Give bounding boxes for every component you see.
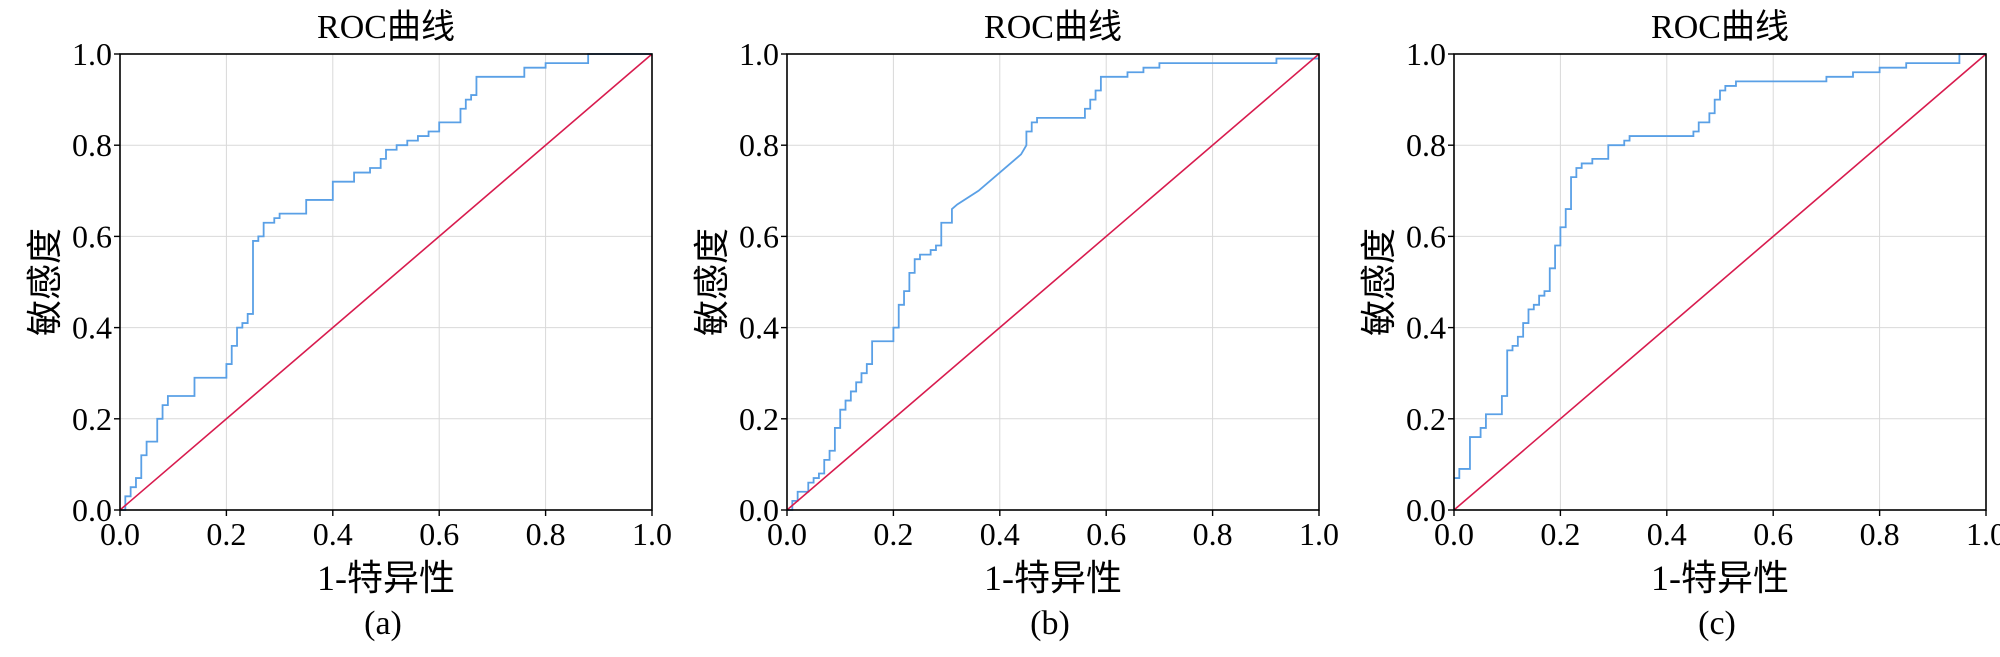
x-tick-label: 0.4 bbox=[980, 516, 1020, 552]
roc-curve-line bbox=[787, 57, 1319, 511]
y-tick-label: 0.4 bbox=[739, 310, 779, 346]
y-axis-label: 敏感度 bbox=[1359, 228, 1399, 336]
x-tick-label: 0.0 bbox=[767, 516, 807, 552]
x-tick-label: 0.0 bbox=[1434, 516, 1474, 552]
y-tick-label: 0.6 bbox=[72, 218, 112, 254]
x-tick-label: 0.2 bbox=[873, 516, 913, 552]
x-tick-label: 0.6 bbox=[419, 516, 459, 552]
roc-panel-3: 0.0 0.2 0.4 0.6 0.8 1.0 0.0 0.2 0.4 0.6 0.8 1.0 ROC曲… bbox=[1359, 8, 2000, 642]
y-tick-label: 0.0 bbox=[72, 492, 112, 528]
roc-panel-1: 0.0 0.2 0.4 0.6 0.8 1.0 0.0 0.2 0.4 0.6 0.8 1.0 ROC曲… bbox=[25, 8, 672, 642]
y-tick-label: 1.0 bbox=[72, 36, 112, 72]
x-axis-label: 1-特异性 bbox=[1651, 558, 1789, 598]
y-tick-label: 0.8 bbox=[72, 127, 112, 163]
x-axis-label: 1-特异性 bbox=[984, 558, 1122, 598]
y-tick-label: 0.2 bbox=[72, 401, 112, 437]
y-tick-label: 0.2 bbox=[739, 401, 779, 437]
chart-title: ROC曲线 bbox=[317, 8, 455, 46]
y-tick-label: 0.0 bbox=[739, 492, 779, 528]
y-axis-label: 敏感度 bbox=[692, 228, 732, 336]
x-tick-label: 0.8 bbox=[1193, 516, 1233, 552]
reference-diagonal-line bbox=[786, 53, 1320, 511]
reference-diagonal-line bbox=[1453, 53, 1987, 511]
roc-panel-2: 0.0 0.2 0.4 0.6 0.8 1.0 0.0 0.2 0.4 0.6 0.8 1.0 ROC曲… bbox=[692, 8, 1339, 642]
chart-title: ROC曲线 bbox=[984, 8, 1122, 46]
y-tick-label: 0.6 bbox=[739, 218, 779, 254]
y-tick-label: 0.6 bbox=[1406, 218, 1446, 254]
roc-curve-line bbox=[1454, 53, 1986, 479]
roc-curve-line bbox=[120, 53, 652, 511]
y-axis-label: 敏感度 bbox=[25, 228, 65, 336]
y-tick-label: 0.4 bbox=[1406, 310, 1446, 346]
y-tick-label: 0.8 bbox=[739, 127, 779, 163]
x-tick-label: 0.4 bbox=[313, 516, 353, 552]
y-tick-label: 0.0 bbox=[1406, 492, 1446, 528]
x-tick-label: 1.0 bbox=[632, 516, 672, 552]
plot-frame bbox=[786, 53, 1320, 511]
panel-caption: (b) bbox=[1030, 605, 1070, 642]
x-tick-label: 0.8 bbox=[526, 516, 566, 552]
x-tick-label: 0.6 bbox=[1753, 516, 1793, 552]
x-tick-label: 0.0 bbox=[100, 516, 140, 552]
x-tick-label: 0.4 bbox=[1647, 516, 1687, 552]
x-tick-label: 1.0 bbox=[1966, 516, 2000, 552]
x-tick-label: 0.8 bbox=[1860, 516, 1900, 552]
x-tick-label: 0.6 bbox=[1086, 516, 1126, 552]
plot-frame bbox=[1453, 53, 1987, 511]
y-tick-label: 0.8 bbox=[1406, 127, 1446, 163]
panel-caption: (a) bbox=[364, 605, 402, 642]
y-tick-label: 0.2 bbox=[1406, 401, 1446, 437]
panel-caption: (c) bbox=[1698, 605, 1736, 642]
y-tick-label: 0.4 bbox=[72, 310, 112, 346]
x-tick-label: 0.2 bbox=[1540, 516, 1580, 552]
plot-frame bbox=[119, 53, 653, 511]
chart-title: ROC曲线 bbox=[1651, 8, 1789, 46]
x-tick-label: 0.2 bbox=[206, 516, 246, 552]
reference-diagonal-line bbox=[119, 53, 653, 511]
x-axis-label: 1-特异性 bbox=[317, 558, 455, 598]
y-tick-label: 1.0 bbox=[739, 36, 779, 72]
x-tick-label: 1.0 bbox=[1299, 516, 1339, 552]
y-tick-label: 1.0 bbox=[1406, 36, 1446, 72]
